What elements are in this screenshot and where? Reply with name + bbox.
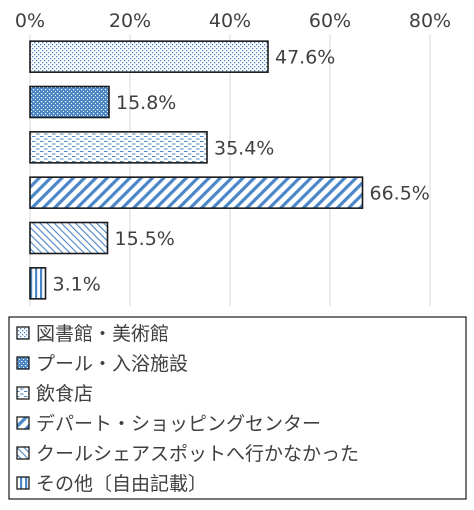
legend-box [8,316,467,500]
legend-swatch [16,326,30,340]
data-label: 3.1% [53,273,101,295]
data-label: 66.5% [370,183,430,205]
legend-swatch [16,446,30,460]
legend-swatch [16,386,30,400]
bar [29,85,110,119]
gridlines [29,34,431,306]
legend-entry: 図書館・美術館 [36,323,169,345]
legend-entry: その他〔自由記載〕 [36,473,207,495]
legend-entry: 飲食店 [36,383,93,405]
data-label: 35.4% [214,137,274,159]
legend: 図書館・美術館プール・入浴施設飲食店デパート・ショッピングセンタークールシェアス… [8,316,467,500]
data-labels: 47.6% 15.8% 35.4% 66.5% 15.5% 3.1% [53,47,430,296]
bar [29,176,364,209]
x-tick-label: 60% [309,10,351,32]
bar [29,221,109,255]
data-label: 15.8% [116,92,176,114]
legend-swatch [16,476,30,490]
legend-entry: プール・入浴施設 [36,353,188,375]
legend-swatch [16,416,30,430]
data-label: 15.5% [115,228,175,250]
bars [29,40,364,300]
x-tick-label: 80% [409,10,451,32]
x-tick-label: 0% [15,10,45,32]
x-axis-ticks: 0% 20% 40% 60% 80% [15,10,451,32]
data-label: 47.6% [275,47,335,69]
legend-entry: デパート・ショッピングセンター [36,413,321,435]
bar [29,131,208,164]
x-tick-label: 40% [209,10,251,32]
x-tick-label: 20% [109,10,151,32]
bar [29,40,269,73]
legend-swatch [16,356,30,370]
legend-entry: クールシェアスポットへ行かなかった [36,443,359,465]
bar [29,267,47,300]
